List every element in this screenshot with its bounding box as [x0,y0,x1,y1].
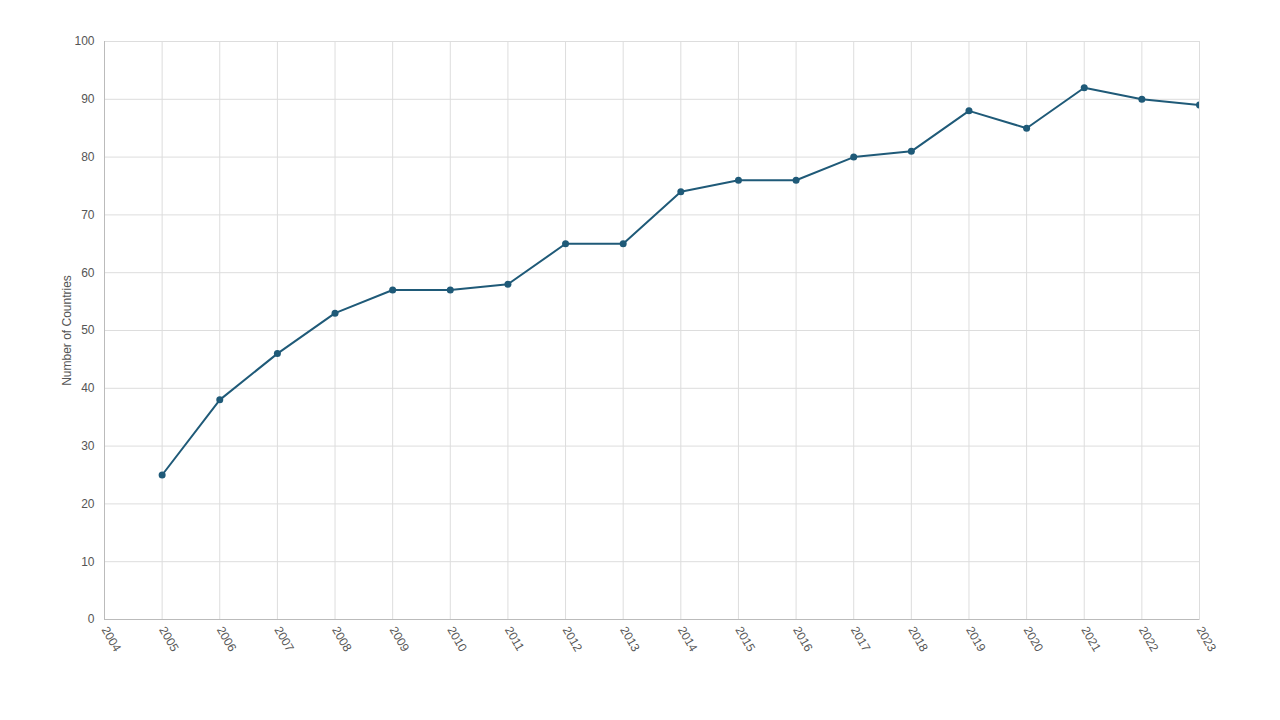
svg-text:2004: 2004 [99,624,125,654]
svg-text:100: 100 [74,34,94,48]
svg-text:2008: 2008 [329,624,355,654]
svg-text:2023: 2023 [1194,624,1220,654]
svg-text:2015: 2015 [733,624,759,654]
svg-text:2012: 2012 [560,624,586,654]
svg-text:2021: 2021 [1078,624,1104,654]
svg-text:2017: 2017 [848,624,874,654]
svg-text:70: 70 [81,208,95,222]
svg-text:2005: 2005 [156,624,182,654]
svg-text:2011: 2011 [502,624,527,654]
svg-text:2009: 2009 [387,624,413,654]
svg-text:50: 50 [81,323,95,337]
svg-text:2018: 2018 [905,624,931,654]
svg-text:2016: 2016 [790,624,816,654]
svg-text:0: 0 [88,612,95,626]
svg-text:Number of Countries: Number of Countries [60,275,74,386]
svg-text:2006: 2006 [214,624,240,654]
svg-text:2019: 2019 [963,624,989,654]
svg-text:20: 20 [81,497,95,511]
svg-text:2014: 2014 [675,624,701,654]
svg-text:60: 60 [81,266,95,280]
svg-text:80: 80 [81,150,95,164]
svg-text:2022: 2022 [1136,624,1162,654]
svg-text:2010: 2010 [444,624,470,654]
svg-text:30: 30 [81,439,95,453]
svg-text:2007: 2007 [271,624,297,654]
svg-text:10: 10 [81,555,95,569]
svg-text:40: 40 [81,381,95,395]
svg-text:2013: 2013 [617,624,643,654]
svg-text:90: 90 [81,92,95,106]
svg-text:2020: 2020 [1021,624,1047,654]
